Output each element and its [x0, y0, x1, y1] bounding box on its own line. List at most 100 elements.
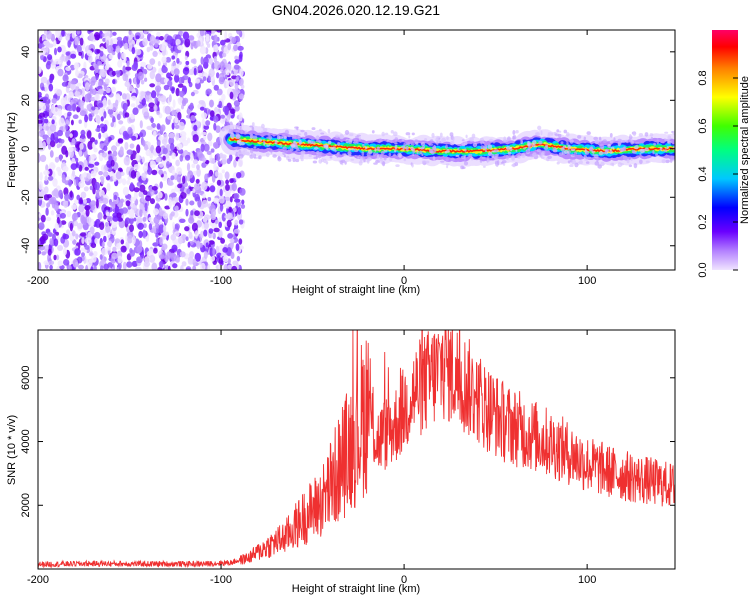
speckle-cell — [412, 153, 415, 156]
speckle-cell — [262, 141, 266, 143]
noise-cell — [38, 240, 41, 245]
noise-cell — [144, 144, 149, 151]
noise-cell — [220, 238, 226, 244]
noise-cell — [158, 135, 164, 141]
noise-cell — [198, 79, 205, 84]
noise-cell — [210, 148, 215, 153]
noise-cell — [153, 39, 160, 45]
noise-cell — [219, 51, 224, 59]
noise-cell — [156, 87, 160, 97]
noise-cell — [171, 87, 175, 94]
noise-cell — [142, 229, 147, 239]
noise-cell — [90, 170, 97, 177]
noise-cell — [115, 45, 121, 54]
speckle-cell — [493, 154, 499, 158]
speckle-cell — [327, 140, 332, 145]
noise-cell — [115, 93, 120, 98]
colorbar-tick-label: 0.6 — [697, 118, 709, 133]
noise-cell — [87, 140, 94, 150]
speckle-cell — [245, 151, 250, 156]
speckle-cell — [311, 127, 316, 131]
noise-cell — [101, 126, 106, 134]
noise-cell — [75, 176, 79, 186]
speckle-cell — [547, 155, 552, 159]
speckle-cell — [366, 152, 371, 157]
speckle-cell — [461, 139, 465, 142]
speckle-cell — [566, 132, 570, 137]
noise-cell — [118, 120, 124, 125]
speckle-cell — [569, 138, 574, 144]
noise-cell — [85, 265, 89, 270]
noise-cell — [234, 198, 241, 203]
speckle-cell — [525, 149, 531, 155]
noise-cell — [202, 157, 207, 163]
speckle-cell — [398, 153, 402, 159]
noise-cell — [81, 216, 88, 226]
colorbar: 0.0 0.2 0.4 0.6 0.8 Normalized spectral ampl… — [697, 30, 750, 278]
noise-cell — [212, 247, 216, 256]
speckle-cell — [608, 143, 611, 147]
noise-cell — [117, 59, 123, 68]
speckle-cell — [297, 136, 301, 141]
speckle-cell — [605, 148, 610, 152]
noise-cell — [184, 154, 191, 161]
noise-cell — [89, 84, 93, 93]
noise-cell — [175, 38, 181, 45]
noise-cell — [78, 204, 85, 213]
noise-cell — [62, 259, 70, 266]
speckle-cell — [351, 148, 356, 151]
noise-cell — [189, 102, 194, 112]
noise-cell — [199, 30, 205, 37]
noise-cell — [44, 179, 49, 185]
speckle-cell — [244, 130, 248, 134]
noise-cell — [141, 97, 146, 106]
speckle-cell — [282, 151, 286, 156]
noise-cell — [200, 131, 207, 136]
noise-cell — [235, 76, 240, 82]
noise-cell — [159, 236, 164, 246]
noise-cell — [55, 231, 59, 236]
noise-cell — [213, 141, 219, 150]
noise-cell — [158, 169, 163, 175]
speckle-cell — [556, 161, 560, 165]
noise-cell — [115, 70, 121, 75]
speckle-cell — [395, 139, 398, 142]
bottom-y-tick-label: 6000 — [20, 366, 32, 390]
noise-cell — [238, 238, 243, 245]
noise-cell — [185, 208, 189, 217]
noise-cell — [225, 69, 230, 76]
noise-cell — [59, 212, 66, 219]
speckle-cell — [236, 123, 239, 127]
speckle-cell — [318, 140, 322, 143]
noise-cell — [198, 72, 203, 77]
noise-cell — [212, 44, 219, 53]
speckle-cell — [583, 136, 586, 140]
speckle-cell — [373, 152, 376, 157]
speckle-cell — [586, 131, 591, 136]
noise-cell — [130, 170, 137, 179]
noise-cell — [63, 247, 67, 256]
noise-cell — [85, 216, 92, 224]
noise-cell — [213, 115, 219, 123]
noise-cell — [161, 66, 168, 74]
noise-cell — [139, 202, 145, 212]
noise-cell — [55, 254, 60, 261]
noise-cell — [148, 217, 153, 222]
noise-cell — [116, 113, 121, 121]
noise-cell — [170, 142, 175, 151]
speckle-cell — [428, 143, 434, 146]
noise-cell — [176, 174, 182, 183]
speckle-cell — [468, 153, 473, 157]
noise-cell — [172, 221, 176, 230]
noise-cell — [166, 161, 170, 169]
speckle-cell — [366, 158, 370, 164]
speckle-cell — [540, 156, 545, 159]
noise-cell — [130, 113, 136, 120]
speckle-cell — [449, 132, 454, 137]
speckle-cell — [574, 151, 577, 157]
noise-cell — [239, 68, 244, 77]
noise-cell — [112, 31, 117, 36]
noise-cell — [131, 235, 136, 245]
speckle-cell — [558, 133, 562, 138]
